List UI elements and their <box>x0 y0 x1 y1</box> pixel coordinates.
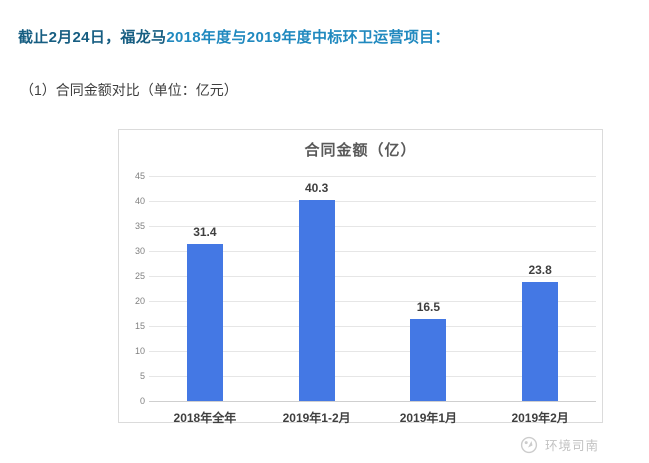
bar-2019年2月 <box>522 282 559 401</box>
bar-value-label: 40.3 <box>304 180 329 195</box>
bar-value-label: 31.4 <box>193 225 217 239</box>
bar-value-label: 16.5 <box>416 299 441 314</box>
chart-title: 合同金额（亿） <box>304 142 417 159</box>
y-tick-label: 45 <box>134 171 145 181</box>
chart-plot-area: 31.4 2018年全年 40.3 2019年1-2月 16.5 2019年1月 23.8 2… <box>149 176 596 425</box>
gridline <box>149 251 596 252</box>
y-tick-label: 5 <box>139 371 145 381</box>
section-label: （1）合同金额对比（单位：亿元） <box>20 82 238 98</box>
y-tick-label: 15 <box>134 321 145 331</box>
page-title: 截止2月24日，福龙马2018年度与2019年度中标环卫运营项目： <box>18 26 450 47</box>
y-tick-label: 20 <box>134 296 145 306</box>
y-tick-label: 35 <box>134 221 145 231</box>
x-axis-line <box>149 401 596 402</box>
gridline <box>149 176 596 177</box>
gridline <box>149 351 596 352</box>
y-tick-label: 40 <box>134 196 145 206</box>
bar-2018年全年 <box>186 244 223 401</box>
gridline <box>149 326 596 327</box>
bar-chart: 合同金额（亿） 0 5 10 15 20 25 30 35 40 45 31.4 2018年全年 40… <box>118 129 603 425</box>
bar-2019年1-2月 <box>298 199 335 401</box>
x-category-label: 2019年2月 <box>511 411 569 425</box>
brand-watermark: 环境司南 <box>520 435 599 454</box>
gridline <box>149 226 596 227</box>
y-tick-label: 25 <box>134 271 145 281</box>
brand-name: 环境司南 <box>545 439 600 453</box>
y-tick-label: 30 <box>134 246 145 256</box>
y-tick-label: 0 <box>139 396 145 406</box>
gridline <box>149 201 596 202</box>
x-category-label: 2019年1-2月 <box>282 411 351 425</box>
x-category-label: 2019年1月 <box>399 411 458 425</box>
page-title-segment-2: 2018年度与2019年度中标环卫运营项目： <box>166 29 450 46</box>
bar-value-label: 23.8 <box>528 263 552 277</box>
compass-logo-icon <box>520 436 538 453</box>
gridline <box>149 301 596 302</box>
y-tick-label: 10 <box>134 346 145 356</box>
y-axis-labels: 0 5 10 15 20 25 30 35 40 45 <box>119 171 145 406</box>
x-category-label: 2018年全年 <box>173 411 237 425</box>
page-title-segment-1: 截止2月24日，福龙马 <box>18 29 167 46</box>
gridline <box>149 276 596 277</box>
gridline <box>149 376 596 377</box>
bar-2019年1月 <box>410 318 447 401</box>
